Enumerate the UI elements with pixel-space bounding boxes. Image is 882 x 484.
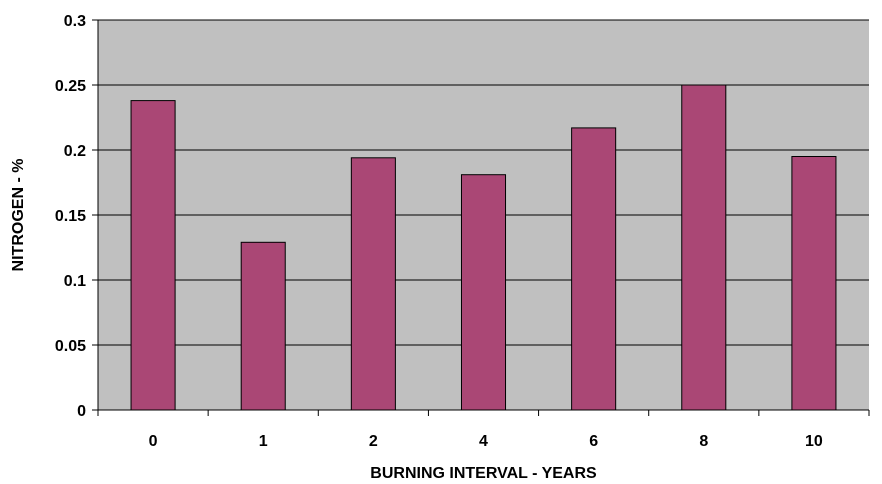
y-axis-ticks: 0 0.05 0.1 0.15 0.2 0.25 0.3	[55, 13, 98, 420]
bar-2	[350, 157, 396, 411]
bar-8	[681, 84, 727, 411]
y-tick-label: 0.05	[55, 338, 86, 355]
y-tick-label: 0.1	[64, 273, 86, 290]
bar-0	[130, 100, 176, 411]
x-tick-label: 2	[369, 433, 378, 450]
bar-10	[791, 156, 837, 411]
y-tick-label: 0.25	[55, 78, 86, 95]
x-tick-label: 10	[805, 433, 823, 450]
x-tick-label: 0	[149, 433, 158, 450]
x-axis-title: BURNING INTERVAL - YEARS	[370, 465, 597, 482]
y-tick-label: 0.15	[55, 208, 86, 225]
bar-6	[571, 127, 617, 411]
y-tick-label: 0	[77, 403, 86, 420]
x-tick-label: 4	[479, 433, 488, 450]
bars	[130, 84, 837, 411]
bar-4	[460, 174, 507, 411]
x-tick-label: 6	[589, 433, 598, 450]
x-tick-label: 1	[259, 433, 268, 450]
x-axis-ticks: 0 1 2 4 6 8 10	[97, 410, 870, 450]
y-axis-title: NITROGEN - %	[10, 159, 27, 272]
x-tick-label: 8	[699, 433, 708, 450]
y-tick-label: 0.3	[64, 13, 86, 30]
bar-1	[240, 241, 286, 411]
y-tick-label: 0.2	[64, 143, 86, 160]
